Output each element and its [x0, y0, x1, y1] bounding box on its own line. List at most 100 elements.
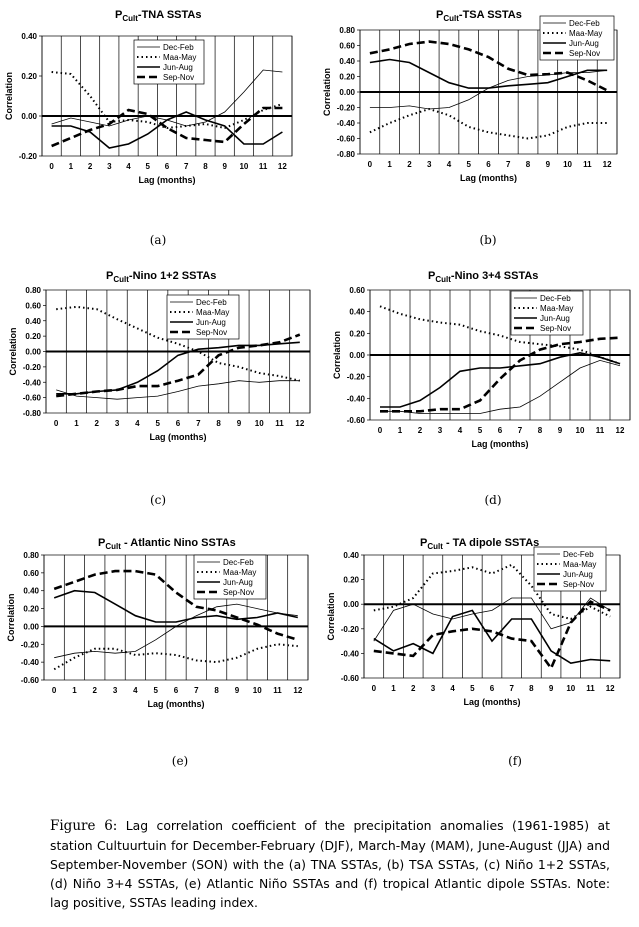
x-tick-label: 7 — [509, 684, 514, 693]
y-tick-label: -0.80 — [23, 409, 42, 418]
x-tick-label: 8 — [214, 686, 219, 695]
x-tick-label: 11 — [273, 686, 282, 695]
y-tick-label: 0.00 — [349, 351, 365, 360]
series-line-jun-aug — [53, 589, 298, 623]
legend-label-dec-feb: Dec-Feb — [569, 19, 600, 28]
x-tick-label: 11 — [586, 684, 595, 693]
plot-frame — [43, 554, 309, 681]
x-tick-label: 1 — [398, 426, 403, 435]
legend-box — [133, 39, 205, 85]
x-tick-label: 3 — [107, 162, 112, 171]
x-tick-label: 2 — [411, 684, 416, 693]
y-tick-label: -0.20 — [23, 363, 42, 372]
legend-label-maa-may: Maa-May — [163, 53, 196, 62]
x-tick-label: 7 — [506, 160, 511, 169]
x-tick-label: 5 — [153, 686, 158, 695]
legend-label-sep-nov: Sep-Nov — [540, 324, 571, 333]
series-line-dec-feb — [56, 380, 300, 400]
caption-lead: Figure 6: — [50, 818, 118, 834]
x-tick-label: 9 — [549, 684, 554, 693]
x-tick-label: 0 — [49, 162, 54, 171]
series-line-sep-nov — [53, 569, 299, 642]
chart-title: PCult - TA dipole SSTAs — [420, 537, 539, 551]
y-tick-label: -0.60 — [21, 676, 40, 685]
y-tick-label: 0.40 — [343, 551, 359, 560]
caption-text: Lag correlation coefficient of the preci… — [50, 818, 610, 910]
x-tick-label: 2 — [418, 426, 423, 435]
y-tick-label: 0.20 — [21, 72, 37, 81]
y-tick-label: -0.60 — [23, 394, 42, 403]
x-tick-label: 12 — [293, 686, 302, 695]
y-tick-label: 0.60 — [339, 42, 355, 51]
x-tick-label: 5 — [470, 684, 475, 693]
x-tick-label: 8 — [526, 160, 531, 169]
x-tick-label: 7 — [184, 162, 189, 171]
series-line-maa-may — [369, 107, 608, 140]
y-tick-label: -0.60 — [341, 674, 360, 683]
series-line-maa-may — [56, 305, 301, 382]
x-tick-label: 2 — [407, 160, 412, 169]
x-tick-label: 0 — [52, 686, 57, 695]
x-tick-label: 11 — [583, 160, 592, 169]
y-tick-label: 0.40 — [21, 32, 37, 41]
x-tick-label: 9 — [235, 686, 240, 695]
x-tick-label: 9 — [222, 162, 227, 171]
x-tick-label: 7 — [196, 419, 201, 428]
legend-label-maa-may: Maa-May — [540, 304, 573, 313]
panel-letter: (d) — [484, 493, 501, 507]
x-tick-label: 1 — [74, 419, 79, 428]
series-line-jun-aug — [51, 111, 283, 149]
y-tick-label: -0.40 — [23, 378, 42, 387]
y-axis-label: Correlation — [326, 592, 336, 640]
legend-label-jun-aug: Jun-Aug — [563, 570, 593, 579]
chart-title: PCult - Atlantic Nino SSTAs — [98, 537, 236, 551]
legend-label-sep-nov: Sep-Nov — [196, 328, 227, 337]
x-tick-label: 0 — [368, 160, 373, 169]
legend-label-sep-nov: Sep-Nov — [563, 580, 594, 589]
x-tick-label: 5 — [155, 419, 160, 428]
chart-title: PCult-TNA SSTAs — [115, 9, 201, 23]
series-line-sep-nov — [51, 106, 283, 148]
y-tick-label: -0.20 — [19, 152, 38, 161]
panel-letter: (b) — [479, 233, 496, 247]
x-tick-label: 2 — [88, 162, 93, 171]
x-tick-label: 7 — [194, 686, 199, 695]
y-axis-label: Correlation — [4, 72, 14, 120]
plot-frame — [363, 554, 621, 679]
y-tick-label: 0.20 — [349, 329, 365, 338]
y-tick-label: 0.40 — [349, 308, 365, 317]
legend-label-jun-aug: Jun-Aug — [196, 318, 226, 327]
legend-label-maa-may: Maa-May — [569, 29, 602, 38]
legend-label-maa-may: Maa-May — [196, 308, 229, 317]
y-tick-label: 0.60 — [23, 569, 39, 578]
x-tick-label: 9 — [546, 160, 551, 169]
x-tick-label: 12 — [606, 684, 615, 693]
x-tick-label: 11 — [596, 426, 605, 435]
y-tick-label: 0.40 — [25, 317, 41, 326]
x-tick-label: 10 — [239, 162, 248, 171]
x-tick-label: 8 — [216, 419, 221, 428]
x-tick-label: 12 — [295, 419, 304, 428]
chart-b: PCult-TSA SSTAs 0.80 0.60 0.40 0.20 0.00 -0.20… — [322, 9, 618, 247]
x-tick-label: 6 — [486, 160, 491, 169]
legend-label-dec-feb: Dec-Feb — [163, 43, 194, 52]
y-axis-label: Correlation — [6, 593, 16, 641]
y-axis-label: Correlation — [8, 327, 18, 375]
x-tick-label: 1 — [69, 162, 74, 171]
legend-label-sep-nov: Sep-Nov — [223, 588, 254, 597]
y-tick-label: -0.80 — [337, 150, 356, 159]
x-tick-label: 4 — [447, 160, 452, 169]
x-tick-label: 10 — [255, 419, 264, 428]
chart-title: PCult-Nino 1+2 SSTAs — [106, 270, 216, 284]
x-tick-label: 6 — [174, 686, 179, 695]
x-tick-label: 4 — [135, 419, 140, 428]
x-tick-label: 5 — [478, 426, 483, 435]
y-tick-label: 0.60 — [25, 301, 41, 310]
y-axis-label: Correlation — [332, 331, 342, 379]
y-tick-label: 0.80 — [23, 551, 39, 560]
